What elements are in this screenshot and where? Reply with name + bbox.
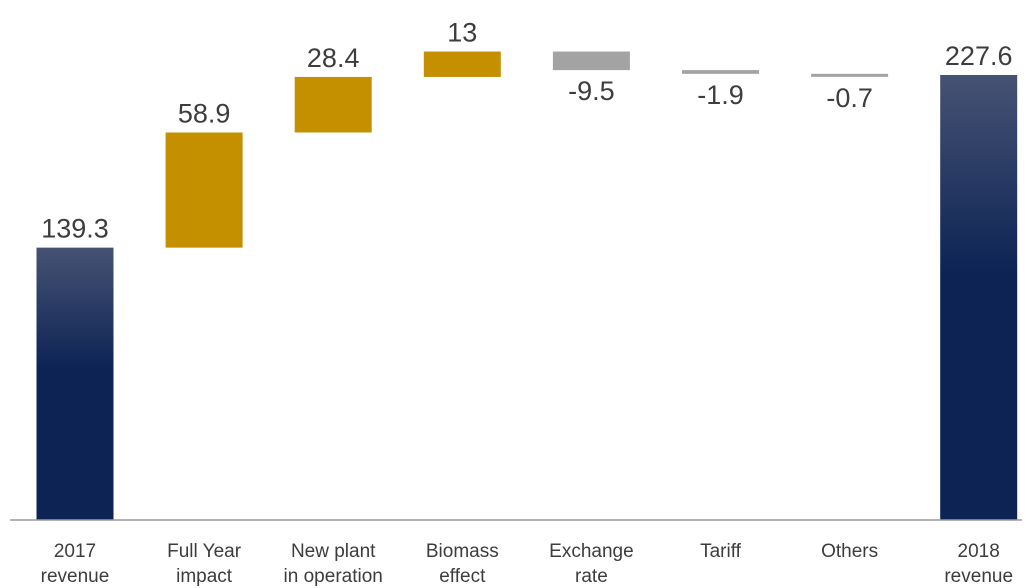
bar-7 — [940, 75, 1018, 520]
category-line: rate — [575, 566, 608, 587]
value-label-5: -1.9 — [697, 80, 744, 110]
category-line: New plant — [291, 541, 376, 562]
category-line: 2018 — [958, 541, 1000, 562]
value-label-4: -9.5 — [568, 76, 615, 106]
value-label-3: 13 — [447, 18, 477, 48]
bar-5 — [682, 70, 759, 74]
bar-1 — [165, 132, 243, 248]
category-line: 2017 — [54, 541, 96, 562]
category-label-7: 2018 revenue — [944, 541, 1013, 587]
value-label-0: 139.3 — [41, 214, 109, 244]
bar-0 — [36, 247, 114, 520]
category-line: Exchange — [549, 541, 634, 562]
category-line: Tariff — [700, 541, 742, 562]
category-label-2: New plant in operation — [284, 541, 383, 587]
category-line: revenue — [41, 566, 110, 587]
value-label-1: 58.9 — [178, 98, 231, 128]
bar-3 — [423, 51, 501, 77]
category-label-5: Tariff — [700, 541, 742, 562]
category-label-1: Full Year impact — [167, 541, 242, 587]
labels-layer: 139.3 2017 revenue 58.9 Full Year impact 28.4 N… — [41, 18, 1013, 587]
value-label-2: 28.4 — [307, 43, 360, 73]
bars-layer — [36, 51, 1018, 520]
category-line: revenue — [944, 566, 1013, 587]
category-label-0: 2017 revenue — [41, 541, 110, 587]
category-label-3: Biomass effect — [426, 541, 499, 587]
bar-6 — [811, 73, 889, 77]
category-line: effect — [439, 566, 486, 587]
value-label-6: -0.7 — [826, 83, 873, 113]
category-label-6: Others — [821, 541, 878, 562]
bar-2 — [294, 76, 372, 133]
value-label-7: 227.6 — [945, 41, 1013, 71]
category-line: Others — [821, 541, 878, 562]
category-line: impact — [176, 566, 233, 587]
bar-4 — [552, 51, 630, 71]
category-line: Biomass — [426, 541, 499, 562]
category-line: in operation — [284, 566, 383, 587]
category-line: Full Year — [167, 541, 242, 562]
category-label-4: Exchange rate — [549, 541, 634, 587]
